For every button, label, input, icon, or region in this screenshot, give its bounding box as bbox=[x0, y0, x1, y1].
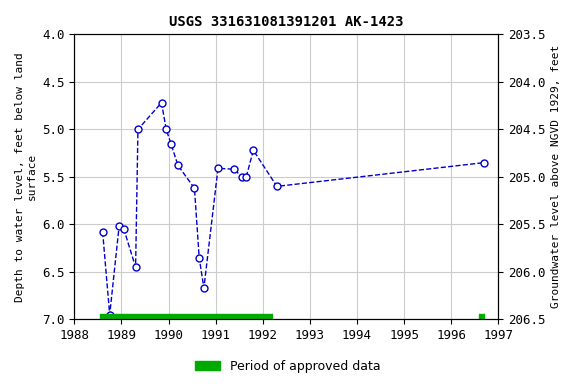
Legend: Period of approved data: Period of approved data bbox=[190, 355, 386, 378]
Y-axis label: Depth to water level, feet below land
surface: Depth to water level, feet below land su… bbox=[15, 52, 37, 302]
Title: USGS 331631081391201 AK-1423: USGS 331631081391201 AK-1423 bbox=[169, 15, 404, 29]
Y-axis label: Groundwater level above NGVD 1929, feet: Groundwater level above NGVD 1929, feet bbox=[551, 45, 561, 308]
